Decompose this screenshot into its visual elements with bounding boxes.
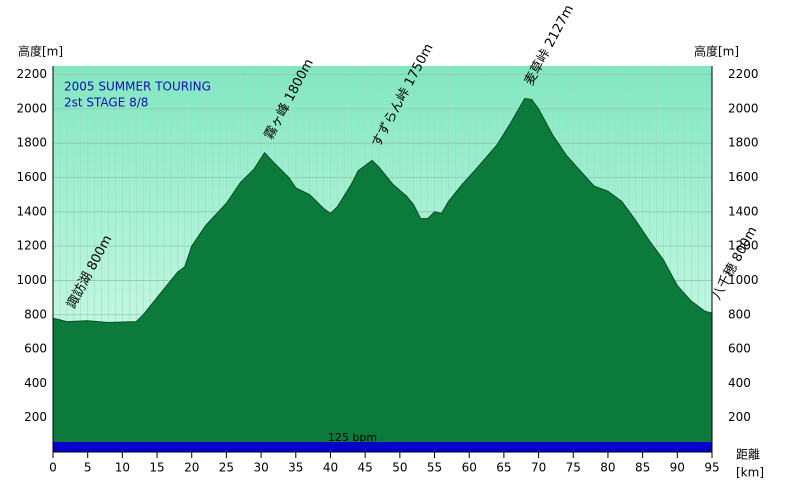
x-tick-label: 40 <box>323 461 338 475</box>
chart-subtitle: 2st STAGE 8/8 <box>64 96 148 110</box>
x-tick-label: 90 <box>670 461 685 475</box>
y2-axis-label: 高度[m] <box>694 44 739 59</box>
y-tick-label: 1200 <box>16 239 47 253</box>
y-tick-label: 200 <box>24 410 47 424</box>
x-tick-label: 55 <box>427 461 442 475</box>
y2-tick-label: 200 <box>728 410 751 424</box>
y2-tick-label: 2200 <box>728 67 759 81</box>
y2-tick-label: 800 <box>728 307 751 321</box>
x-axis-unit: [km] <box>736 466 764 480</box>
y2-tick-label: 400 <box>728 376 751 390</box>
y2-tick-label: 1200 <box>728 239 759 253</box>
y2-tick-label: 1000 <box>728 273 759 287</box>
y-tick-label: 1600 <box>16 170 47 184</box>
y-tick-label: 1800 <box>16 136 47 150</box>
hr-band-label: 125 bpm <box>328 431 377 444</box>
x-tick-label: 45 <box>358 461 373 475</box>
x-axis-label: 距離 <box>736 448 760 462</box>
y2-tick-label: 1800 <box>728 136 759 150</box>
y2-tick-label: 2000 <box>728 101 759 115</box>
y-tick-label: 2000 <box>16 101 47 115</box>
peak-label: 八千穂 800m <box>709 224 760 302</box>
y2-tick-label: 600 <box>728 342 751 356</box>
x-tick-label: 70 <box>531 461 546 475</box>
x-tick-label: 50 <box>392 461 407 475</box>
y-tick-label: 800 <box>24 307 47 321</box>
x-tick-label: 30 <box>253 461 268 475</box>
y2-tick-label: 1400 <box>728 204 759 218</box>
x-tick-label: 80 <box>600 461 615 475</box>
x-tick-label: 0 <box>49 461 57 475</box>
y-tick-label: 1400 <box>16 204 47 218</box>
x-tick-label: 25 <box>219 461 234 475</box>
chart-title: 2005 SUMMER TOURING <box>64 80 211 94</box>
x-tick-label: 75 <box>566 461 581 475</box>
y-tick-label: 2200 <box>16 67 47 81</box>
y-tick-label: 600 <box>24 342 47 356</box>
y2-tick-label: 1600 <box>728 170 759 184</box>
y-axis-label: 高度[m] <box>18 44 63 59</box>
x-tick-label: 60 <box>462 461 477 475</box>
elevation-area <box>52 98 713 453</box>
y-tick-label: 400 <box>24 376 47 390</box>
hr-band <box>53 442 712 452</box>
x-tick-label: 5 <box>84 461 92 475</box>
x-tick-label: 15 <box>149 461 164 475</box>
y-tick-label: 1000 <box>16 273 47 287</box>
x-tick-label: 85 <box>635 461 650 475</box>
x-tick-label: 35 <box>288 461 303 475</box>
x-tick-label: 20 <box>184 461 199 475</box>
x-tick-label: 10 <box>115 461 130 475</box>
x-tick-label: 95 <box>704 461 719 475</box>
x-tick-label: 65 <box>496 461 511 475</box>
